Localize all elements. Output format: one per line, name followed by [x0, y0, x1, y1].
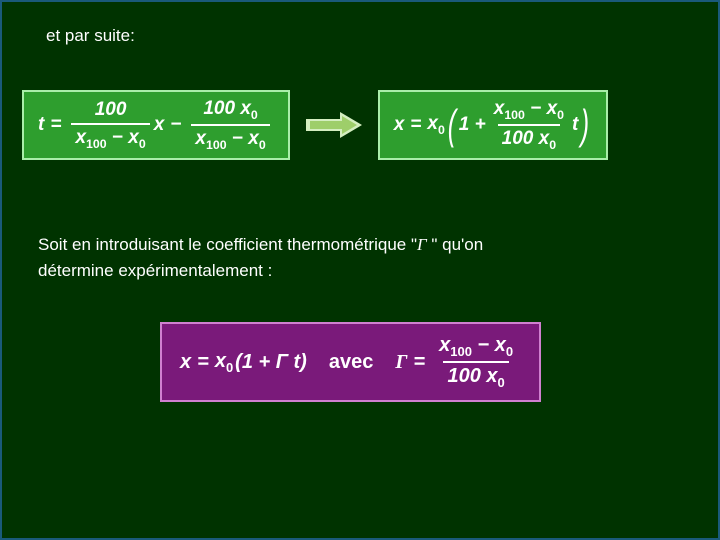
p-frac-num-xlsub: 100 — [450, 344, 472, 359]
t-after: t — [572, 114, 578, 136]
frac1-den-xlsub: 100 — [86, 137, 107, 151]
p-x0: x0 — [215, 350, 233, 375]
frac1-den-xr: x — [128, 127, 139, 148]
p-paren: (1 + Γ t) — [235, 351, 307, 374]
frac2-num-l: 100 x — [203, 98, 251, 119]
p-frac-num: x100 − x0 — [435, 334, 517, 361]
frac-r-num: x100 − x0 — [490, 98, 568, 124]
frac1-den-minus: − — [107, 127, 129, 148]
frac2-den-xr: x — [248, 128, 259, 149]
frac-r-den-l: 100 x — [502, 128, 550, 149]
frac2-den-minus: − — [227, 128, 249, 149]
p-avec: avec — [329, 351, 374, 374]
frac-r-num-xl: x — [494, 98, 505, 119]
x0-l: x — [427, 113, 438, 134]
p-frac-den-rsub: 0 — [498, 375, 505, 390]
frac2-num: 100 x0 — [199, 98, 261, 124]
frac1-den-xrsub: 0 — [139, 137, 146, 151]
p-x0-l: x — [215, 350, 226, 372]
x-after: x — [154, 114, 165, 136]
lparen: ( — [448, 108, 456, 141]
p-frac-num-xr: x — [495, 334, 506, 356]
t-label: t — [38, 114, 44, 136]
frac2-den: x100 − x0 — [191, 124, 269, 152]
formula-purple: x = x0 (1 + Γ t) avec Γ = x100 − x0 100 … — [160, 322, 541, 402]
frac2-den-xrsub: 0 — [259, 138, 266, 152]
coefficient-paragraph: Soit en introduisant le coefficient ther… — [38, 232, 668, 283]
frac1-den: x100 − x0 — [71, 123, 149, 151]
x0-sub: 0 — [438, 123, 445, 137]
frac-r-num-xlsub: 100 — [504, 108, 525, 122]
intro-text: et par suite: — [46, 26, 135, 46]
coeff-line2: détermine expérimentalement : — [38, 261, 272, 280]
p-x: x — [180, 351, 191, 374]
frac2-num-rsub: 0 — [251, 108, 258, 122]
formula-row: t = 100 x100 − x0 x − 100 x0 x100 − x0 x… — [22, 90, 608, 160]
rparen: ) — [581, 108, 589, 141]
frac-r: x100 − x0 100 x0 — [490, 98, 568, 152]
p-gamma: Γ — [395, 351, 407, 374]
x0: x0 — [427, 113, 444, 137]
p-x0-sub: 0 — [226, 360, 233, 375]
frac1-num: 100 — [91, 99, 131, 123]
frac2: 100 x0 x100 − x0 — [191, 98, 269, 152]
frac2-den-xlsub: 100 — [206, 138, 227, 152]
minus: − — [170, 114, 181, 136]
p-eq2: = — [413, 351, 425, 374]
frac-r-num-minus: − — [525, 98, 547, 119]
frac-r-den-rsub: 0 — [549, 138, 556, 152]
arrow-icon — [304, 109, 364, 141]
p-frac-num-xl: x — [439, 334, 450, 356]
equals-r: = — [410, 114, 421, 136]
frac1: 100 x100 − x0 — [71, 99, 149, 151]
equals: = — [50, 114, 61, 136]
p-frac-num-minus: − — [472, 334, 495, 356]
coeff-line1b: " qu'on — [427, 235, 484, 254]
frac2-den-xl: x — [195, 128, 206, 149]
frac-r-den: 100 x0 — [498, 124, 560, 152]
one-plus: 1 + — [459, 114, 486, 136]
formula-left: t = 100 x100 − x0 x − 100 x0 x100 − x0 — [22, 90, 290, 160]
frac1-den-xl: x — [75, 127, 86, 148]
p-frac: x100 − x0 100 x0 — [435, 334, 517, 390]
x-label: x — [394, 114, 405, 136]
p-frac-num-xrsub: 0 — [506, 344, 513, 359]
coeff-line1a: Soit en introduisant le coefficient ther… — [38, 235, 417, 254]
p-frac-den-l: 100 x — [447, 365, 497, 387]
frac-r-num-xr: x — [547, 98, 558, 119]
gamma-symbol: Γ — [417, 235, 427, 254]
p-frac-den: 100 x0 — [443, 361, 508, 390]
frac-r-num-xrsub: 0 — [557, 108, 564, 122]
p-eq: = — [197, 351, 209, 374]
formula-right: x = x0 ( 1 + x100 − x0 100 x0 t ) — [378, 90, 609, 160]
